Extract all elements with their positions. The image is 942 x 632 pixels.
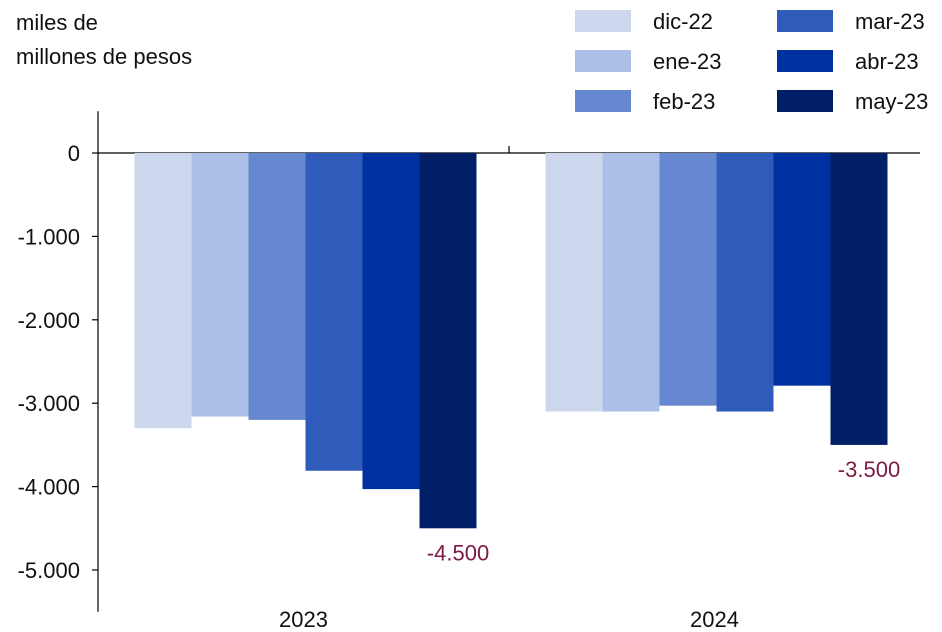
legend-label: dic-22: [653, 9, 713, 34]
y-tick-label: -5.000: [18, 558, 80, 583]
bar: [659, 153, 717, 406]
bar: [362, 153, 420, 490]
bar: [134, 153, 192, 429]
y-tick-label: -2.000: [18, 308, 80, 333]
legend: dic-22 ene-23 feb-23 mar-23 abr-23 may-23: [575, 9, 928, 114]
legend-swatch: [575, 10, 631, 32]
legend-label: may-23: [855, 89, 928, 114]
bar: [305, 153, 363, 471]
y-tick-label: -3.000: [18, 391, 80, 416]
legend-label: mar-23: [855, 9, 925, 34]
x-tick-label: 2024: [690, 607, 739, 632]
bar: [830, 153, 888, 445]
bars: [134, 153, 888, 529]
y-tick-label: -4.000: [18, 475, 80, 500]
unit-label-line-2: millones de pesos: [16, 44, 192, 69]
bar: [773, 153, 831, 386]
y-tick-label: -1.000: [18, 224, 80, 249]
legend-swatch: [575, 50, 631, 72]
legend-swatch: [777, 10, 833, 32]
legend-label: ene-23: [653, 49, 722, 74]
y-axis: 0 -1.000 -2.000 -3.000 -4.000 -5.000: [18, 111, 99, 612]
legend-swatch: [777, 50, 833, 72]
y-tick-label: 0: [68, 141, 80, 166]
bar: [248, 153, 306, 420]
legend-swatch: [777, 90, 833, 112]
data-labels: -4.500 -3.500: [427, 457, 900, 565]
legend-swatch: [575, 90, 631, 112]
bar: [191, 153, 249, 417]
x-axis: 2023 2024: [98, 146, 920, 632]
bar: [419, 153, 477, 529]
x-tick-label: 2023: [279, 607, 328, 632]
legend-label: abr-23: [855, 49, 919, 74]
unit-label-line-1: miles de: [16, 10, 98, 35]
legend-label: feb-23: [653, 89, 715, 114]
bar: [602, 153, 660, 412]
data-label: -4.500: [427, 540, 489, 565]
bar: [716, 153, 774, 412]
bar: [545, 153, 603, 412]
data-label: -3.500: [838, 457, 900, 482]
